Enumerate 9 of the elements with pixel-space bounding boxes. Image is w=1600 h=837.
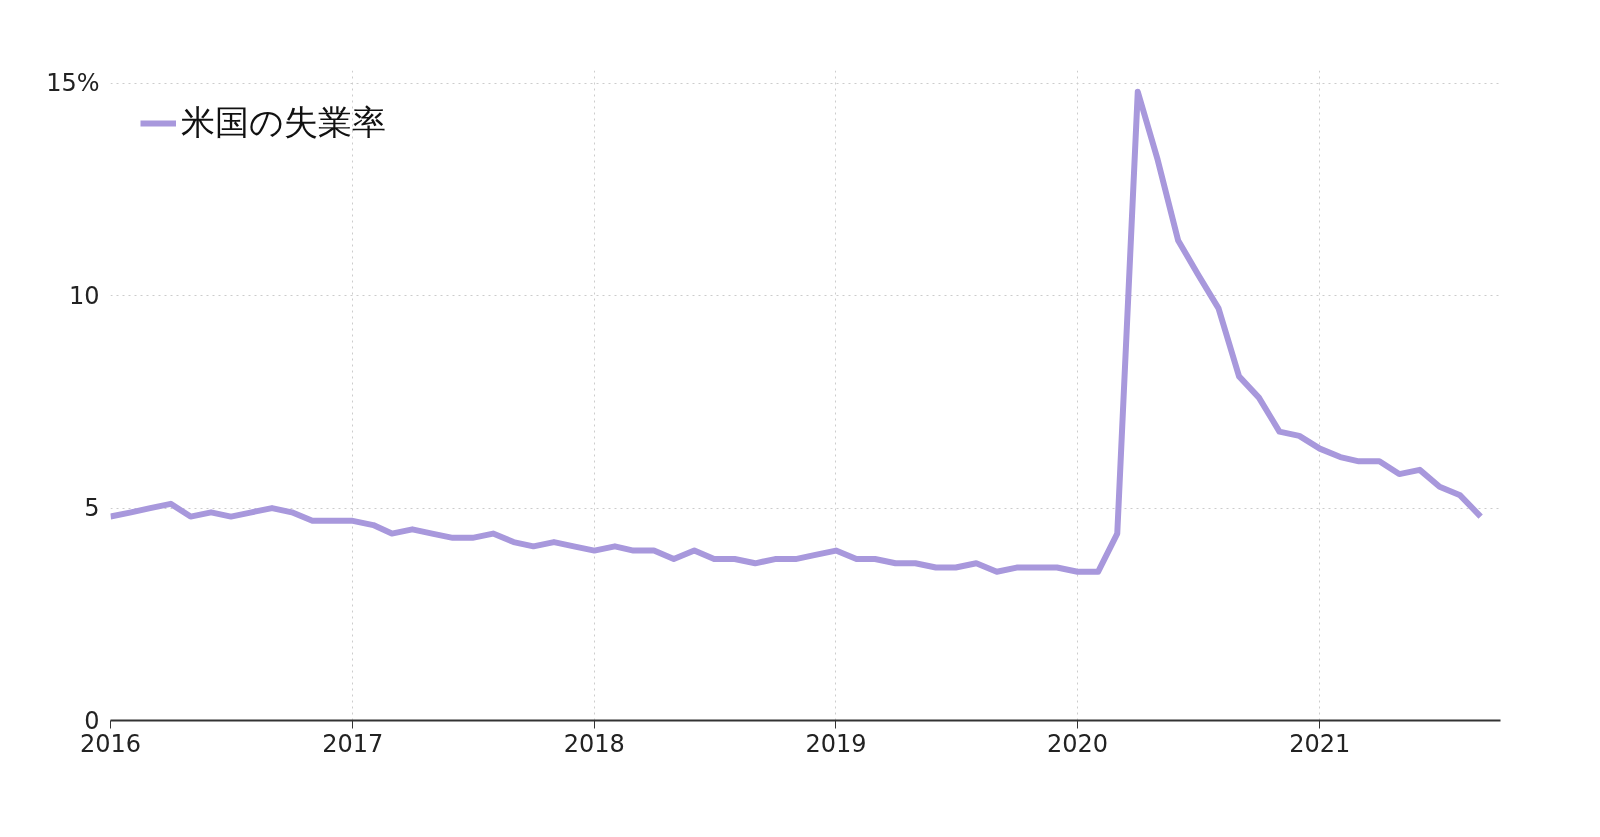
x-tick-label: 2020: [1047, 729, 1109, 758]
x-tick-label: 2017: [322, 729, 384, 758]
x-tick-label: 2021: [1289, 729, 1351, 758]
legend-label: 米国の失業率: [181, 101, 386, 144]
y-tick-label: 15%: [46, 69, 100, 98]
x-tick-label: 2018: [563, 729, 625, 758]
x-tick-label: 2019: [805, 729, 867, 758]
y-tick-label: 10: [68, 281, 100, 310]
y-tick-label: 5: [84, 494, 100, 523]
